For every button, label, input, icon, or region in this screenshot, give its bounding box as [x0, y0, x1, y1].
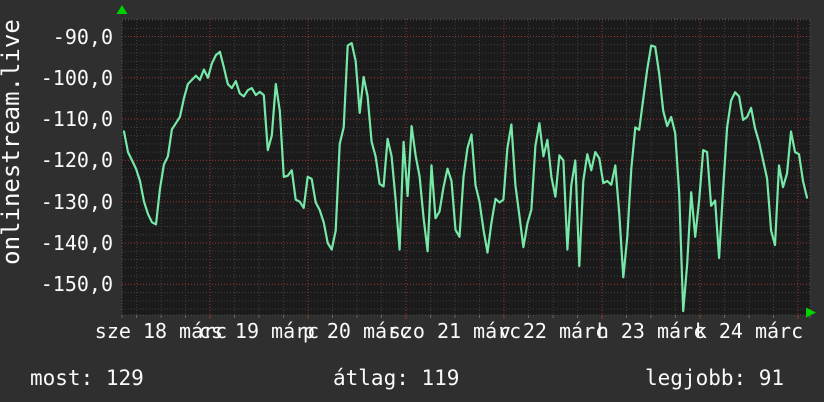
stat-atlag: átlag: 119 [333, 366, 459, 390]
stat-most-value: 129 [105, 366, 144, 390]
x-axis-label: k 24 márc [694, 319, 804, 343]
stat-most: most: 129 [30, 366, 144, 390]
plot-area [122, 19, 810, 315]
stat-legjobb-label: legjobb: [645, 366, 747, 390]
y-axis-arrow-icon [116, 5, 128, 14]
y-axis-label: -90,0 [52, 24, 113, 49]
y-axis-label: -120,0 [40, 148, 113, 173]
y-axis-label: -110,0 [40, 107, 113, 132]
x-axis-label: h 23 márc [596, 319, 706, 343]
stat-legjobb: legjobb: 91 [645, 366, 784, 390]
grid-major [122, 19, 810, 315]
axis-ticks [121, 315, 811, 319]
stat-atlag-value: 119 [421, 366, 460, 390]
stat-atlag-label: átlag: [333, 366, 409, 390]
x-axis-label: szo 21 márc [388, 319, 522, 343]
x-axis-label: p 20 márc [302, 319, 412, 343]
y-axis-label: -140,0 [40, 231, 113, 255]
stat-most-label: most: [30, 366, 94, 390]
site-label: onlinestream.live [0, 19, 25, 265]
x-axis-label: v 22 márc [498, 319, 608, 343]
y-axis-label: -100,0 [40, 65, 113, 90]
y-axis-label: -150,0 [40, 272, 113, 297]
x-axis-arrow-icon [806, 307, 816, 318]
y-axis-label: -130,0 [40, 189, 113, 214]
x-axis-label: cs 19 márc [198, 319, 320, 343]
data-line [122, 41, 809, 313]
x-axis-label: sze 18 márc [94, 319, 228, 343]
stat-legjobb-value: 91 [758, 366, 785, 390]
